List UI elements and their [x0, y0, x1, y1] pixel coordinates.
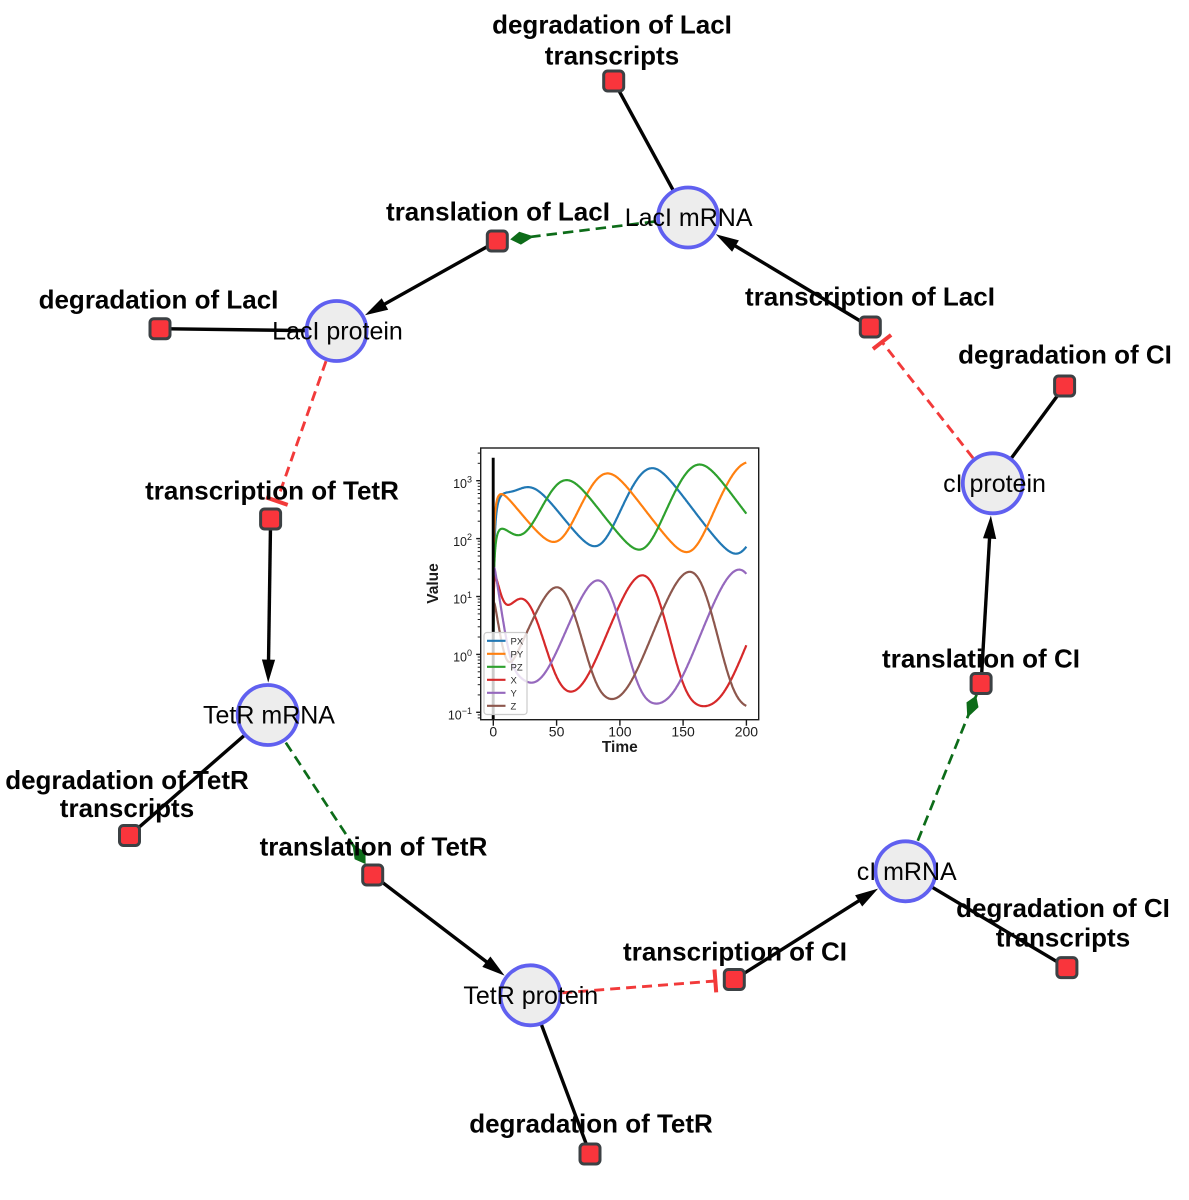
svg-text:50: 50: [549, 724, 565, 740]
svg-text:degradation of CI: degradation of CI: [956, 893, 1170, 923]
svg-text:Z: Z: [511, 701, 517, 712]
svg-text:PY: PY: [511, 649, 524, 660]
svg-text:Value: Value: [425, 563, 442, 604]
svg-text:X: X: [511, 675, 518, 686]
svg-text:LacI protein: LacI protein: [272, 318, 403, 346]
svg-text:150: 150: [671, 724, 695, 740]
svg-text:degradation of TetR: degradation of TetR: [469, 1108, 713, 1138]
svg-text:LacI mRNA: LacI mRNA: [625, 204, 753, 232]
svg-text:TetR protein: TetR protein: [463, 982, 598, 1010]
svg-text:translation of LacI: translation of LacI: [386, 197, 610, 227]
svg-text:degradation of LacI: degradation of LacI: [492, 10, 732, 40]
svg-text:cI protein: cI protein: [943, 470, 1046, 498]
svg-text:transcripts: transcripts: [545, 41, 679, 71]
svg-text:translation of CI: translation of CI: [882, 644, 1080, 674]
svg-text:0: 0: [489, 724, 497, 740]
svg-text:degradation of CI: degradation of CI: [958, 340, 1172, 370]
svg-text:Time: Time: [602, 739, 638, 756]
svg-text:PZ: PZ: [511, 662, 523, 673]
svg-text:100: 100: [608, 724, 632, 740]
svg-text:200: 200: [735, 724, 759, 740]
svg-text:translation of TetR: translation of TetR: [260, 832, 488, 862]
svg-text:TetR mRNA: TetR mRNA: [203, 702, 335, 730]
svg-text:degradation of LacI: degradation of LacI: [39, 285, 279, 315]
svg-text:transcripts: transcripts: [996, 923, 1130, 953]
svg-text:cI mRNA: cI mRNA: [857, 858, 957, 886]
svg-text:transcription of TetR: transcription of TetR: [145, 475, 399, 505]
svg-text:transcripts: transcripts: [60, 793, 194, 823]
svg-text:transcription of LacI: transcription of LacI: [745, 282, 995, 312]
svg-text:PX: PX: [511, 636, 524, 647]
svg-text:transcription of CI: transcription of CI: [623, 937, 847, 967]
svg-text:Y: Y: [511, 688, 518, 699]
svg-text:degradation of TetR: degradation of TetR: [5, 765, 249, 795]
